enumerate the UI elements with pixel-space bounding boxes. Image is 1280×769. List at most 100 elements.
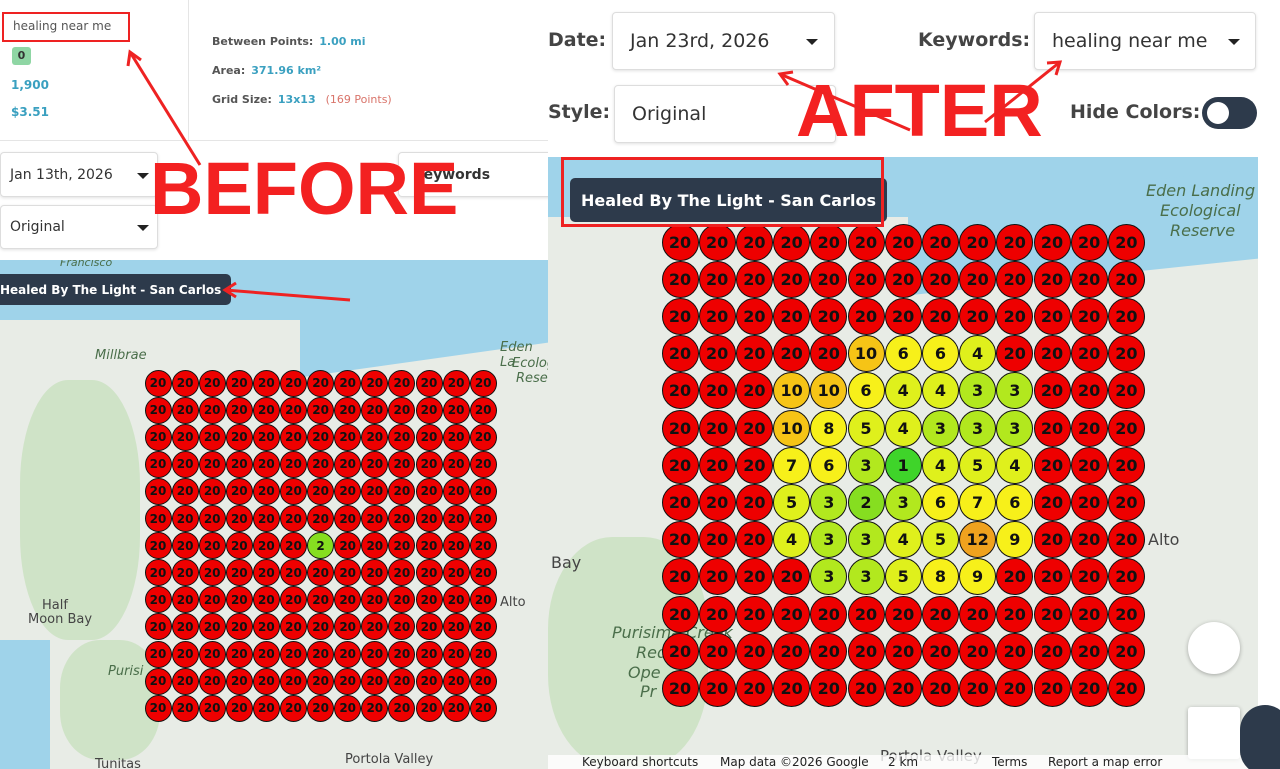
rank-pin: 20 bbox=[698, 558, 736, 596]
rank-pin: 20 bbox=[171, 505, 199, 532]
rank-pin: 20 bbox=[388, 559, 416, 587]
rank-pin: 20 bbox=[661, 446, 699, 484]
rank-pin: 20 bbox=[661, 558, 699, 596]
rank-pin: 20 bbox=[661, 669, 699, 707]
rank-pin: 20 bbox=[198, 396, 226, 424]
hide-colors-toggle[interactable] bbox=[1202, 97, 1257, 129]
rank-pin: 20 bbox=[280, 477, 307, 505]
rank-pin: 20 bbox=[698, 335, 736, 373]
rank-pin: 20 bbox=[171, 586, 199, 614]
map-label: Francisco bbox=[60, 260, 113, 269]
rank-pin: 20 bbox=[198, 369, 226, 397]
rank-pin: 20 bbox=[198, 586, 226, 614]
rank-pin: 20 bbox=[334, 477, 362, 505]
rank-pin: 20 bbox=[252, 369, 280, 397]
rank-pin: 20 bbox=[171, 694, 199, 722]
rank-pin: 20 bbox=[884, 632, 922, 670]
date-dropdown[interactable]: Jan 13th, 2026 bbox=[0, 152, 158, 197]
divider bbox=[188, 0, 189, 140]
rank-pin: 20 bbox=[1033, 632, 1071, 670]
rank-pin: 20 bbox=[280, 559, 307, 587]
keywords-dropdown[interactable]: healing near me bbox=[1034, 12, 1256, 70]
stat-row: Between Points: 1.00 mi bbox=[212, 35, 365, 48]
rank-pin: 20 bbox=[252, 450, 280, 478]
rank-pin: 20 bbox=[280, 450, 307, 478]
rank-pin: 20 bbox=[361, 505, 389, 532]
rank-pin: 20 bbox=[810, 632, 848, 670]
highlight-box bbox=[561, 157, 884, 227]
rank-pin: 20 bbox=[698, 521, 736, 559]
footer-link[interactable]: Keyboard shortcuts bbox=[582, 755, 699, 769]
rank-pin: 10 bbox=[773, 372, 811, 410]
rank-pin: 20 bbox=[1070, 409, 1108, 447]
park bbox=[60, 640, 160, 760]
rank-pin: 20 bbox=[171, 396, 199, 424]
rank-pin: 20 bbox=[307, 586, 335, 614]
map-label: Tunitas bbox=[95, 757, 141, 769]
map-label: Ope bbox=[628, 663, 661, 682]
rank-pin: 20 bbox=[361, 640, 389, 668]
rank-pin: 20 bbox=[280, 667, 307, 695]
map-label: Reser bbox=[516, 371, 548, 386]
footer-link[interactable]: Report a map error bbox=[1048, 755, 1163, 769]
caret bbox=[137, 173, 149, 179]
footer-link[interactable]: Terms bbox=[992, 755, 1028, 769]
rank-pin: 20 bbox=[171, 423, 199, 451]
rank-pin: 20 bbox=[442, 613, 470, 641]
rank-pin: 20 bbox=[698, 632, 736, 670]
rank-pin: 20 bbox=[996, 558, 1034, 596]
rank-pin: 20 bbox=[469, 532, 497, 560]
chat-button[interactable] bbox=[1240, 705, 1280, 769]
rank-pin: 3 bbox=[810, 483, 848, 521]
rank-pin: 20 bbox=[225, 396, 253, 424]
map-label: Portola Valley bbox=[345, 752, 434, 767]
rank-pin: 20 bbox=[1107, 335, 1145, 373]
rank-pin: 20 bbox=[1107, 558, 1145, 596]
rank-pin: 20 bbox=[334, 505, 362, 532]
rank-pin: 9 bbox=[996, 521, 1034, 559]
rank-pin: 20 bbox=[735, 297, 773, 335]
date-dropdown[interactable]: Jan 23rd, 2026 bbox=[612, 12, 835, 70]
rank-pin: 3 bbox=[959, 372, 997, 410]
fullscreen-button[interactable] bbox=[1188, 707, 1240, 759]
rank-pin: 20 bbox=[1107, 409, 1145, 447]
rank-pin: 20 bbox=[661, 632, 699, 670]
rank-pin: 5 bbox=[884, 558, 922, 596]
search-term: healing near me bbox=[2, 12, 130, 42]
rank-pin: 20 bbox=[280, 640, 307, 668]
arrow-head bbox=[777, 70, 794, 86]
rank-pin: 20 bbox=[735, 669, 773, 707]
rank-pin: 20 bbox=[661, 521, 699, 559]
recenter-button[interactable] bbox=[1188, 622, 1240, 674]
map-label: Purisi bbox=[108, 664, 144, 679]
rank-pin: 1 bbox=[884, 446, 922, 484]
rank-pin: 20 bbox=[361, 586, 389, 614]
rank-pin: 20 bbox=[225, 477, 253, 505]
style-dropdown[interactable]: Original bbox=[614, 85, 836, 143]
rank-pin: 20 bbox=[144, 396, 172, 424]
keywords-field[interactable]: Keywords bbox=[398, 152, 548, 197]
rank-pin: 20 bbox=[252, 396, 280, 424]
rank-pin: 20 bbox=[661, 595, 699, 633]
rank-pin: 20 bbox=[1033, 446, 1071, 484]
rank-pin: 20 bbox=[388, 369, 416, 397]
rank-pin: 20 bbox=[735, 335, 773, 373]
rank-pin: 20 bbox=[1107, 632, 1145, 670]
rank-pin: 10 bbox=[847, 335, 885, 373]
keywords-value: healing near me bbox=[1052, 30, 1208, 52]
rank-pin: 20 bbox=[469, 613, 497, 641]
rank-pin: 20 bbox=[361, 694, 389, 722]
rank-pin: 20 bbox=[1107, 446, 1145, 484]
rank-pin: 20 bbox=[415, 423, 443, 451]
business-name: Healed By The Light - San Carlos bbox=[581, 190, 876, 210]
rank-pin: 20 bbox=[415, 694, 443, 722]
rank-pin: 20 bbox=[307, 667, 335, 695]
style-dropdown[interactable]: Original bbox=[0, 205, 158, 249]
rank-pin: 20 bbox=[921, 223, 959, 261]
rank-badge: 0 bbox=[12, 47, 31, 65]
rank-pin: 20 bbox=[225, 640, 253, 668]
stat-label: Between Points: bbox=[212, 35, 314, 48]
rank-pin: 20 bbox=[698, 223, 736, 261]
rank-pin: 20 bbox=[415, 396, 443, 424]
rank-pin: 20 bbox=[225, 369, 253, 397]
